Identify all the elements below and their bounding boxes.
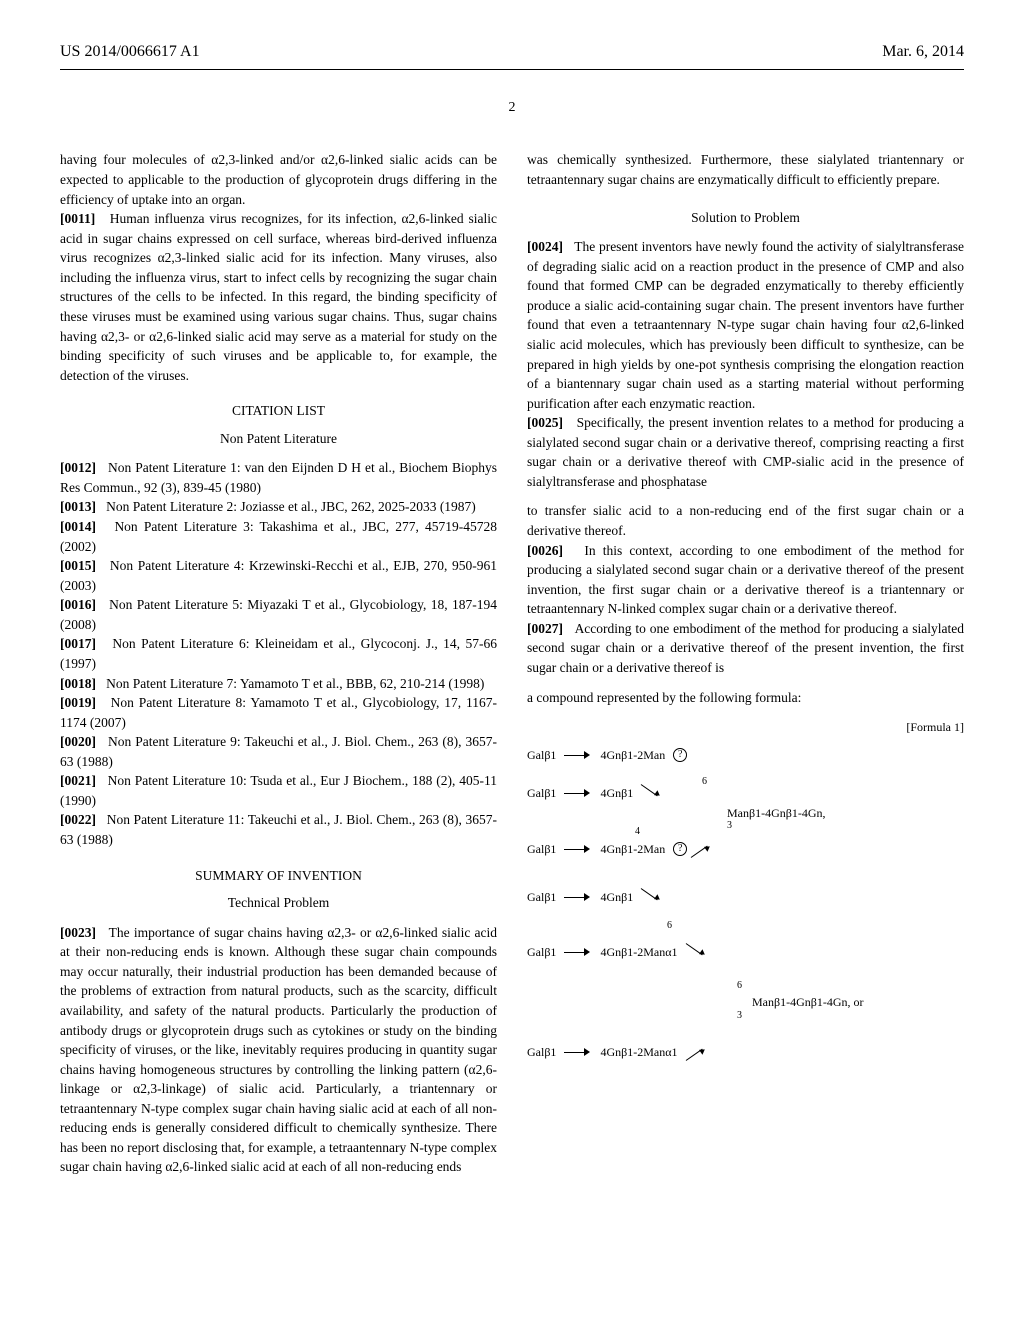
page-header: US 2014/0066617 A1 Mar. 6, 2014 xyxy=(60,40,964,70)
formula1-diagram: Galβ1 4Gnβ1-2Man? Galβ1 4Gnβ1 6 Manβ1-4G… xyxy=(527,745,964,865)
npl-item: [0022] Non Patent Literature 11: Takeuch… xyxy=(60,810,497,849)
trunk-text: Manβ1-4Gnβ1-4Gn, or xyxy=(752,992,864,1012)
content-columns: having four molecules of α2,3-linked and… xyxy=(60,150,964,1177)
publication-date: Mar. 6, 2014 xyxy=(882,40,964,63)
para-number: [0011] xyxy=(60,211,95,226)
diag-arrow-icon xyxy=(686,1043,710,1061)
npl-item: [0013] Non Patent Literature 2: Joziasse… xyxy=(60,497,497,517)
left-column: having four molecules of α2,3-linked and… xyxy=(60,150,497,1177)
page-number: 2 xyxy=(60,98,964,118)
para-0023: [0023] The importance of sugar chains ha… xyxy=(60,923,497,1177)
right-column: was chemically synthesized. Furthermore,… xyxy=(527,150,964,1177)
npl-item: [0021] Non Patent Literature 10: Tsuda e… xyxy=(60,771,497,810)
arrow-icon xyxy=(564,892,592,902)
formula2-diagram: Galβ1 4Gnβ1 6 Galβ1 4Gnβ1-2Manα1 6 Manβ1… xyxy=(527,887,964,1067)
npl-item: [0017] Non Patent Literature 6: Kleineid… xyxy=(60,634,497,673)
publication-number: US 2014/0066617 A1 xyxy=(60,40,200,63)
npl-item: [0019] Non Patent Literature 8: Yamamoto… xyxy=(60,693,497,732)
para-0027: [0027] According to one embodiment of th… xyxy=(527,619,964,678)
para-0010-continuation: having four molecules of α2,3-linked and… xyxy=(60,150,497,209)
para-0023-continuation: was chemically synthesized. Furthermore,… xyxy=(527,150,964,189)
technical-problem-title: Technical Problem xyxy=(60,893,497,913)
para-number: [0024] xyxy=(527,239,563,254)
summary-title: SUMMARY OF INVENTION xyxy=(60,866,497,886)
npl-item: [0018] Non Patent Literature 7: Yamamoto… xyxy=(60,674,497,694)
solution-title: Solution to Problem xyxy=(527,208,964,228)
npl-item: [0014] Non Patent Literature 3: Takashim… xyxy=(60,517,497,556)
arrow-icon xyxy=(564,844,592,854)
para-0027-line2: a compound represented by the following … xyxy=(527,688,964,708)
para-0011: [0011] Human influenza virus recognizes,… xyxy=(60,209,497,385)
npl-item: [0012] Non Patent Literature 1: van den … xyxy=(60,458,497,497)
para-number: [0027] xyxy=(527,621,563,636)
npl-title: Non Patent Literature xyxy=(60,429,497,449)
para-number: [0023] xyxy=(60,925,96,940)
para-0025: [0025] Specifically, the present inventi… xyxy=(527,413,964,491)
arrow-icon xyxy=(564,1047,592,1057)
arrow-icon xyxy=(564,788,592,798)
para-number: [0026] xyxy=(527,543,563,558)
diag-arrow-icon xyxy=(686,943,710,961)
arrow-icon xyxy=(564,947,592,957)
npl-item: [0015] Non Patent Literature 4: Krzewins… xyxy=(60,556,497,595)
citation-list-title: CITATION LIST xyxy=(60,401,497,421)
diag-arrow-icon xyxy=(641,888,665,906)
para-number: [0025] xyxy=(527,415,563,430)
para-0025-line2: to transfer sialic acid to a non-reducin… xyxy=(527,501,964,540)
trunk-text: Manβ1-4Gnβ1-4Gn, xyxy=(727,803,826,823)
formula-label: [Formula 1] xyxy=(527,719,964,736)
diag-arrow-icon xyxy=(691,840,715,858)
para-0026: [0026] In this context, according to one… xyxy=(527,541,964,619)
diag-arrow-icon xyxy=(641,784,665,802)
npl-item: [0020] Non Patent Literature 9: Takeuchi… xyxy=(60,732,497,771)
para-0024: [0024] The present inventors have newly … xyxy=(527,237,964,413)
arrow-icon xyxy=(564,750,592,760)
npl-item: [0016] Non Patent Literature 5: Miyazaki… xyxy=(60,595,497,634)
